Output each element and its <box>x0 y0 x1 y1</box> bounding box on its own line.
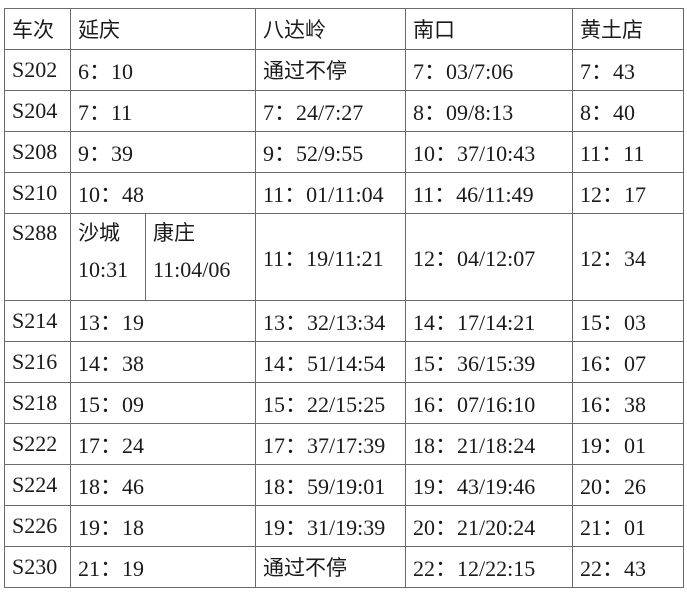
table-row: S218 15：09 15：22/15:25 16：07/16:10 16：38 <box>4 382 684 424</box>
table-row: S230 21：19 通过不停 22：12/22:15 22：43 <box>4 546 684 588</box>
badaling-time: 通过不停 <box>255 49 406 91</box>
header-row: 车次 延庆 八达岭 南口 黄土店 <box>4 8 684 50</box>
nankou-time: 19：43/19:46 <box>405 464 573 506</box>
huangtudian-time: 15：03 <box>572 300 684 342</box>
badaling-time: 14：51/14:54 <box>255 341 406 383</box>
huangtudian-time: 19：01 <box>572 423 684 465</box>
table-row: S202 6：10 通过不停 7：03/7:06 7：43 <box>4 49 684 91</box>
badaling-time: 19：31/19:39 <box>255 505 406 547</box>
nankou-time: 10：37/10:43 <box>405 131 573 173</box>
station-b-cell: 康庄 11:04/06 <box>145 213 256 301</box>
yanqing-time: 17：24 <box>70 423 256 465</box>
table-row: S204 7：11 7：24/7:27 8：09/8:13 8：40 <box>4 90 684 132</box>
nankou-time: 8：09/8:13 <box>405 90 573 132</box>
badaling-time: 18：59/19:01 <box>255 464 406 506</box>
badaling-time: 11：19/11:21 <box>255 213 406 301</box>
table-row: S210 10：48 11：01/11:04 11：46/11:49 12：17 <box>4 172 684 214</box>
huangtudian-time: 12：17 <box>572 172 684 214</box>
badaling-time: 13：32/13:34 <box>255 300 406 342</box>
huangtudian-time: 16：38 <box>572 382 684 424</box>
nankou-time: 18：21/18:24 <box>405 423 573 465</box>
header-nankou: 南口 <box>405 8 573 50</box>
huangtudian-time: 8：40 <box>572 90 684 132</box>
table-row: S224 18：46 18：59/19:01 19：43/19:46 20：26 <box>4 464 684 506</box>
badaling-time: 17：37/17:39 <box>255 423 406 465</box>
train-number: S224 <box>4 464 71 506</box>
nankou-time: 11：46/11:49 <box>405 172 573 214</box>
nankou-time: 7：03/7:06 <box>405 49 573 91</box>
train-number: S202 <box>4 49 71 91</box>
badaling-time: 7：24/7:27 <box>255 90 406 132</box>
badaling-time: 通过不停 <box>255 546 406 588</box>
train-number: S216 <box>4 341 71 383</box>
table-row: S216 14：38 14：51/14:54 15：36/15:39 16：07 <box>4 341 684 383</box>
train-timetable: 车次 延庆 八达岭 南口 黄土店 S202 6：10 通过不停 7：03/7:06 7：… <box>4 8 684 588</box>
train-number: S226 <box>4 505 71 547</box>
table-row: S222 17：24 17：37/17:39 18：21/18:24 19：01 <box>4 423 684 465</box>
nankou-time: 22：12/22:15 <box>405 546 573 588</box>
yanqing-time: 6：10 <box>70 49 256 91</box>
nankou-time: 20：21/20:24 <box>405 505 573 547</box>
huangtudian-time: 12：34 <box>572 213 684 301</box>
nankou-time: 16：07/16:10 <box>405 382 573 424</box>
station-a-cell: 沙城 10:31 <box>70 213 146 301</box>
huangtudian-time: 16：07 <box>572 341 684 383</box>
table-row: S208 9：39 9：52/9:55 10：37/10:43 11：11 <box>4 131 684 173</box>
huangtudian-time: 22：43 <box>572 546 684 588</box>
header-huangtudian: 黄土店 <box>572 8 684 50</box>
station-name: 康庄 <box>153 221 195 245</box>
yanqing-time: 7：11 <box>70 90 256 132</box>
table-row-s288: S288 沙城 10:31 康庄 11:04/06 11：19/11:21 12：04/12… <box>4 213 684 301</box>
train-number: S288 <box>4 213 71 301</box>
train-number: S218 <box>4 382 71 424</box>
yanqing-time: 15：09 <box>70 382 256 424</box>
nankou-time: 12：04/12:07 <box>405 213 573 301</box>
table-row: S214 13：19 13：32/13:34 14：17/14:21 15：03 <box>4 300 684 342</box>
station-time: 11:04/06 <box>153 257 231 282</box>
huangtudian-time: 11：11 <box>572 131 684 173</box>
header-yanqing: 延庆 <box>70 8 256 50</box>
yanqing-time: 18：46 <box>70 464 256 506</box>
header-badaling: 八达岭 <box>255 8 406 50</box>
train-number: S222 <box>4 423 71 465</box>
yanqing-time: 10：48 <box>70 172 256 214</box>
badaling-time: 15：22/15:25 <box>255 382 406 424</box>
badaling-time: 9：52/9:55 <box>255 131 406 173</box>
huangtudian-time: 20：26 <box>572 464 684 506</box>
station-time: 10:31 <box>78 257 129 282</box>
train-number: S208 <box>4 131 71 173</box>
table-row: S226 19：18 19：31/19:39 20：21/20:24 21：01 <box>4 505 684 547</box>
yanqing-time: 21：19 <box>70 546 256 588</box>
train-number: S204 <box>4 90 71 132</box>
nankou-time: 14：17/14:21 <box>405 300 573 342</box>
yanqing-time: 9：39 <box>70 131 256 173</box>
yanqing-time: 14：38 <box>70 341 256 383</box>
train-number: S210 <box>4 172 71 214</box>
station-name: 沙城 <box>78 221 120 245</box>
nankou-time: 15：36/15:39 <box>405 341 573 383</box>
train-number: S230 <box>4 546 71 588</box>
train-number: S214 <box>4 300 71 342</box>
header-train: 车次 <box>4 8 71 50</box>
huangtudian-time: 7：43 <box>572 49 684 91</box>
yanqing-time: 13：19 <box>70 300 256 342</box>
huangtudian-time: 21：01 <box>572 505 684 547</box>
yanqing-time: 19：18 <box>70 505 256 547</box>
badaling-time: 11：01/11:04 <box>255 172 406 214</box>
